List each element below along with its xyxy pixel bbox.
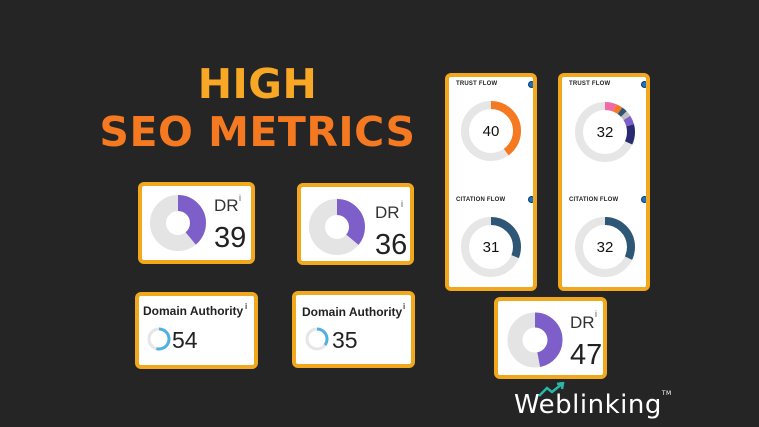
dr-donut-chart [150,195,206,251]
dr-donut-chart [507,312,563,368]
dr-label: DR [570,313,595,332]
majestic-icon[interactable] [641,81,646,88]
majestic-icon[interactable] [641,196,646,203]
flow-rings [575,102,635,277]
dr-card-3: DR i 47 [494,297,607,379]
dr-donut-chart [309,199,365,255]
trust-flow-label: TRUST FLOW [456,81,498,87]
headline-line-2: SEO METRICS [99,108,416,156]
info-icon[interactable]: i [239,193,241,203]
dr-card-1: DR i 39 [138,182,255,264]
trust-flow-label: TRUST FLOW [569,81,611,87]
dr-value: 36 [375,229,408,261]
dr-card-2: DR i 36 [297,183,414,265]
dr-value: 39 [214,222,247,254]
citation-flow-label: CITATION FLOW [456,197,506,203]
dr-label: DR [214,196,239,215]
da-card-2: Domain Authority i 35 [292,291,415,368]
dr-label: DR [375,203,400,222]
info-icon[interactable]: i [403,302,406,311]
logo-arrow-icon [538,382,565,397]
majestic-icon[interactable] [528,81,533,88]
citation-flow-value: 31 [482,239,500,256]
da-label: Domain Authority [302,305,403,319]
trust-flow-value: 40 [482,123,500,140]
info-icon[interactable]: i [401,199,403,209]
trademark: TM [661,390,672,397]
da-ring-chart [305,327,329,351]
citation-flow-value: 32 [596,239,614,256]
da-value: 54 [172,327,198,353]
da-value: 35 [332,327,358,353]
headline-line-1: HIGH [197,60,318,108]
info-icon[interactable]: i [245,302,248,311]
dr-value: 47 [570,339,603,371]
weblinking-logo: WeblinkingTM [514,390,672,420]
da-ring-chart [147,327,171,351]
majestic-icon[interactable] [528,196,533,203]
info-icon[interactable]: i [595,309,597,319]
da-card-1: Domain Authority i 54 [135,292,258,369]
citation-flow-label: CITATION FLOW [569,197,619,203]
flow-card-1: TRUST FLOW 40 CITATION FLOW 31 [445,73,537,291]
flow-card-2: TRUST FLOW 32 CITATION FLOW 32 [558,73,650,291]
trust-flow-value: 32 [596,124,614,141]
flow-rings [461,101,521,277]
da-label: Domain Authority [143,304,244,318]
